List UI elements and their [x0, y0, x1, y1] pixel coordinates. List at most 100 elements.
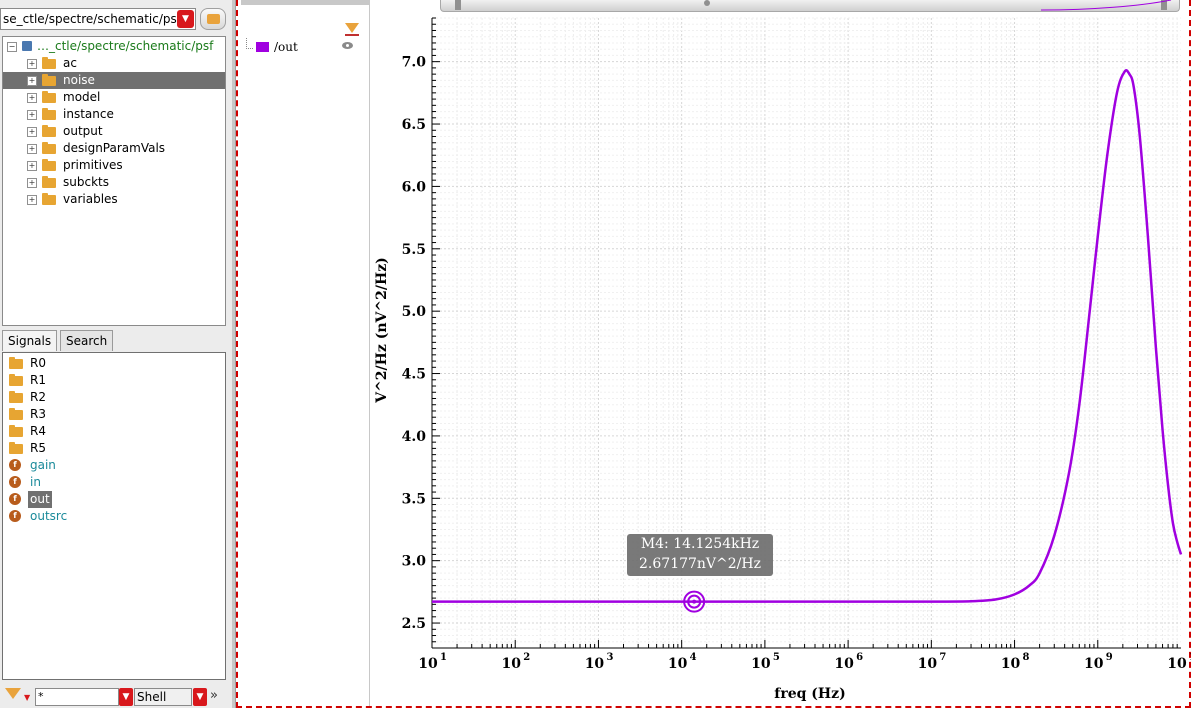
legend-header	[241, 0, 369, 5]
tree-item-subckts[interactable]: + subckts	[3, 174, 225, 191]
tree-item-model[interactable]: + model	[3, 89, 225, 106]
trace-color-swatch[interactable]	[256, 42, 269, 52]
zoom-scroller[interactable]	[440, 0, 1180, 12]
signal-label: out	[28, 491, 52, 508]
folder-icon	[9, 374, 23, 386]
shell-dropdown-icon[interactable]: ▼	[193, 688, 207, 706]
visibility-eye-icon[interactable]	[342, 42, 353, 49]
x-tick-label: 10	[751, 656, 771, 672]
open-results-button[interactable]	[200, 8, 226, 30]
dropdown-arrow-icon[interactable]: ▼	[177, 10, 194, 28]
signal-folder-label: R4	[30, 424, 46, 438]
tree-item-output[interactable]: + output	[3, 123, 225, 140]
signal-icon: f	[9, 493, 21, 505]
expand-icon[interactable]: +	[27, 93, 37, 103]
panel-splitter[interactable]	[232, 0, 236, 708]
x-tick-label: 10	[918, 656, 938, 672]
x-tick-label: 10	[834, 656, 854, 672]
x-axis-label: freq (Hz)	[774, 686, 845, 702]
folder-icon	[42, 142, 56, 154]
x-tick-label: 10	[501, 656, 521, 672]
scroller-left-handle[interactable]	[455, 0, 461, 10]
y-tick-label: 4.0	[402, 429, 427, 445]
signal-label: gain	[30, 458, 56, 472]
signal-folder-label: R5	[30, 441, 46, 455]
folder-icon	[9, 442, 23, 454]
x-tick-exponent: 6	[856, 652, 863, 663]
y-tick-label: 5.0	[402, 304, 427, 320]
folder-icon	[42, 108, 56, 120]
tree-item-ac[interactable]: + ac	[3, 55, 225, 72]
x-tick-exponent: 4	[690, 652, 697, 663]
signal-icon: f	[9, 476, 21, 488]
series-line-out	[431, 69, 1183, 603]
x-tick-label: 10	[1167, 656, 1187, 672]
tab-search[interactable]: Search	[60, 330, 114, 351]
expand-icon[interactable]: +	[27, 110, 37, 120]
y-tick-label: 3.5	[402, 491, 426, 507]
y-tick-label: 5.5	[402, 242, 426, 258]
trace-legend-pane	[239, 0, 370, 706]
trace-label[interactable]: /out	[274, 40, 298, 54]
path-combo[interactable]: se_ctle/spectre/schematic/psf ▼	[0, 8, 196, 30]
filter-dropdown-icon[interactable]: ▼	[119, 688, 133, 706]
filter-caret-icon[interactable]: ▼	[24, 693, 31, 702]
signal-label: in	[30, 475, 41, 489]
tree-item-label: variables	[63, 192, 118, 206]
filter-input[interactable]: *	[35, 688, 119, 706]
y-tick-label: 2.5	[402, 616, 426, 632]
legend-filter-icon[interactable]	[345, 23, 359, 33]
expand-icon[interactable]: +	[27, 127, 37, 137]
expand-icon[interactable]: +	[27, 59, 37, 69]
signal-folder-label: R2	[30, 390, 46, 404]
x-tick-label: 10	[1001, 656, 1021, 672]
folder-icon	[42, 193, 56, 205]
legend-tree-connector	[246, 38, 253, 49]
folder-icon	[42, 57, 56, 69]
x-tick-exponent: 9	[1106, 652, 1113, 663]
tab-signals[interactable]: Signals	[2, 330, 58, 351]
path-combo-text: se_ctle/spectre/schematic/psf	[3, 12, 178, 26]
marker-ring-outer	[683, 590, 706, 613]
x-tick-label: 10	[668, 656, 688, 672]
folder-icon	[42, 125, 56, 137]
tree-root[interactable]: − …_ctle/spectre/schematic/psf	[3, 38, 225, 55]
expand-icon[interactable]: +	[27, 144, 37, 154]
tree-item-noise[interactable]: + noise	[3, 72, 225, 89]
signal-folder-label: R0	[30, 356, 46, 370]
tree-item-primitives[interactable]: + primitives	[3, 157, 225, 174]
plot-marker	[683, 590, 706, 613]
folder-icon	[207, 14, 220, 24]
tree-item-variables[interactable]: + variables	[3, 191, 225, 208]
marker-tooltip[interactable]: M4: 14.1254kHz 2.67177nV^2/Hz	[627, 534, 773, 576]
browser-bottom-bar: ▼ * ▼ Shell ▼ »	[0, 686, 232, 708]
y-axis-label: V^2/Hz (nV^2/Hz)	[374, 257, 390, 404]
folder-icon	[9, 391, 23, 403]
signal-label: outsrc	[30, 509, 68, 523]
tree-item-designparamvals[interactable]: + designParamVals	[3, 140, 225, 157]
plot-series	[431, 69, 1183, 603]
expand-icon[interactable]: +	[27, 161, 37, 171]
y-tick-label: 3.0	[402, 554, 427, 570]
expand-icon[interactable]: +	[27, 178, 37, 188]
collapse-icon[interactable]: −	[7, 42, 17, 52]
tree-item-label: instance	[63, 107, 114, 121]
tree-item-label: primitives	[63, 158, 123, 172]
marker-value: 2.67177nV^2/Hz	[639, 556, 761, 572]
x-tick-exponent: 5	[773, 652, 780, 663]
more-icon[interactable]: »	[210, 688, 218, 703]
signal-icon: f	[9, 510, 21, 522]
scroller-right-handle[interactable]	[1161, 0, 1167, 10]
shell-select[interactable]: Shell	[134, 688, 192, 706]
filter-icon[interactable]	[5, 688, 21, 699]
y-tick-label: 4.5	[402, 367, 426, 383]
folder-icon	[9, 425, 23, 437]
results-tree: − …_ctle/spectre/schematic/psf + ac + noise…	[2, 36, 226, 326]
marker-point	[692, 599, 697, 604]
tree-item-instance[interactable]: + instance	[3, 106, 225, 123]
expand-icon[interactable]: +	[27, 76, 37, 86]
scroller-thumb[interactable]	[704, 0, 710, 6]
y-tick-label: 6.0	[402, 179, 427, 195]
expand-icon[interactable]: +	[27, 195, 37, 205]
